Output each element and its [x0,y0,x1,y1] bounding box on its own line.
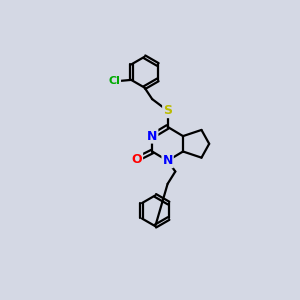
Text: S: S [163,104,172,117]
Text: N: N [162,154,173,167]
Text: N: N [147,130,158,142]
Text: O: O [131,153,142,166]
Text: Cl: Cl [108,76,120,86]
